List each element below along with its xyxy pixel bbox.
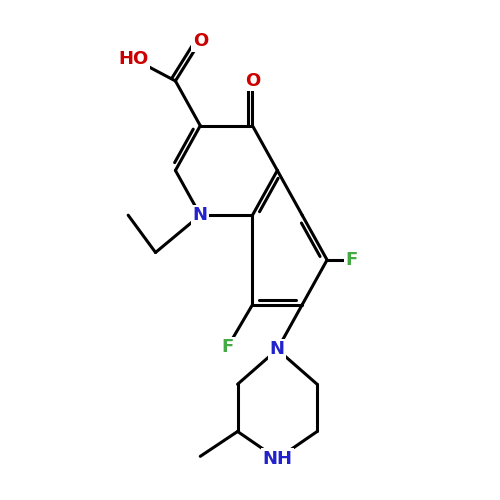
Text: F: F: [222, 338, 234, 356]
Text: HO: HO: [118, 50, 148, 68]
Text: F: F: [346, 251, 358, 269]
Text: O: O: [192, 32, 208, 50]
Text: NH: NH: [262, 450, 292, 468]
Text: N: N: [193, 206, 208, 224]
Text: N: N: [270, 340, 285, 358]
Text: O: O: [245, 72, 260, 90]
